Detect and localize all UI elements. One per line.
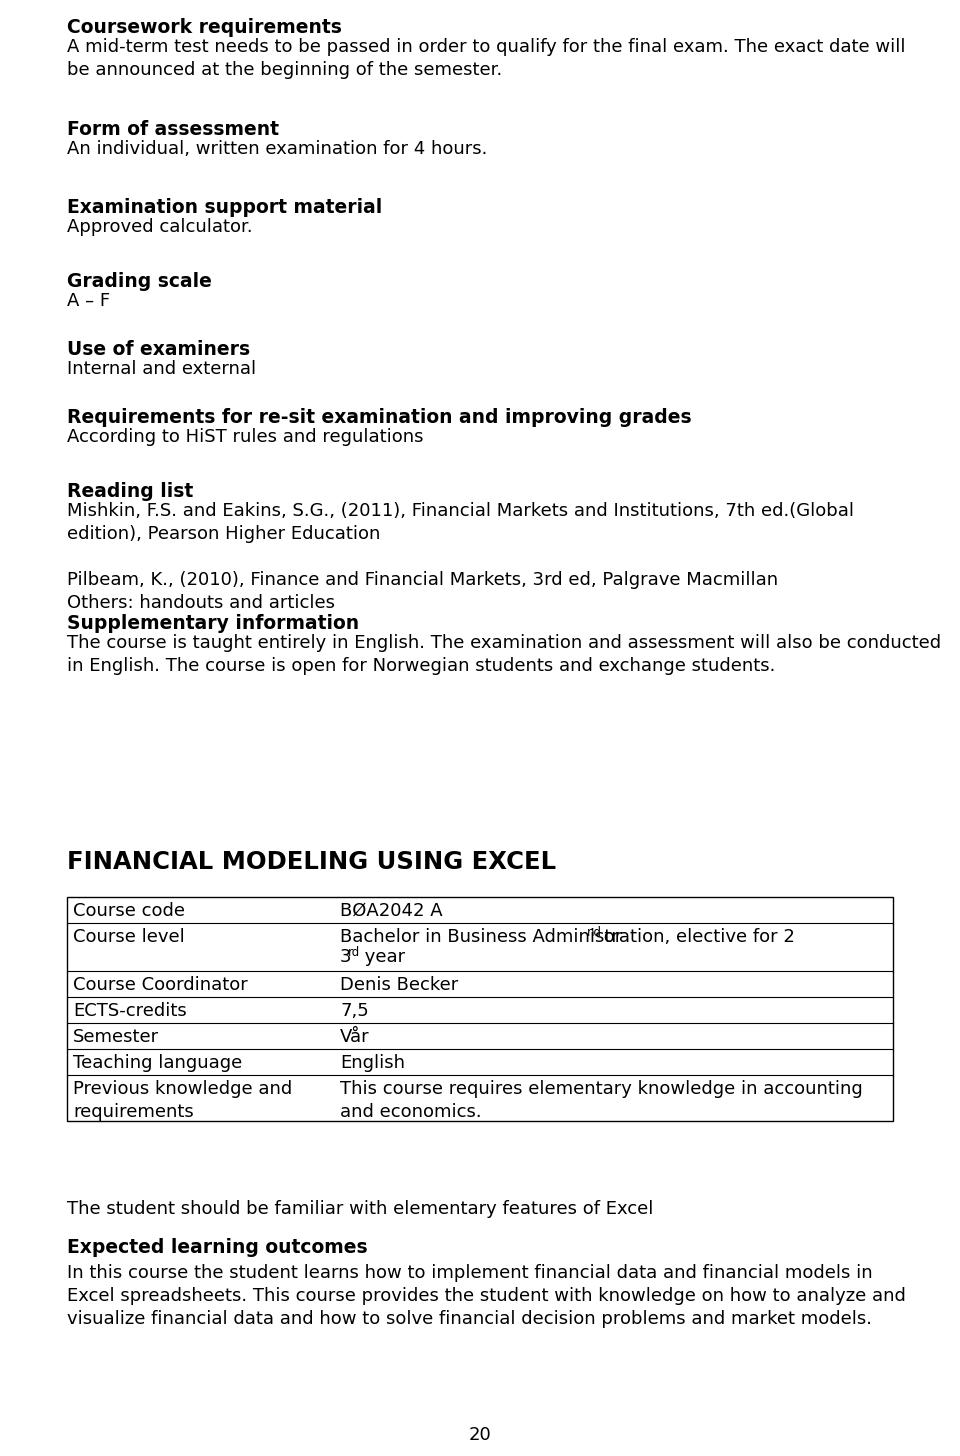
Text: Vår: Vår: [340, 1028, 370, 1045]
Text: Previous knowledge and
requirements: Previous knowledge and requirements: [73, 1080, 292, 1121]
Text: Grading scale: Grading scale: [67, 272, 212, 291]
Text: or: or: [598, 927, 622, 946]
Text: nd: nd: [587, 926, 602, 939]
Text: Form of assessment: Form of assessment: [67, 119, 279, 138]
Text: The course is taught entirely in English. The examination and assessment will al: The course is taught entirely in English…: [67, 635, 941, 676]
Text: Supplementary information: Supplementary information: [67, 614, 359, 633]
Text: Expected learning outcomes: Expected learning outcomes: [67, 1238, 368, 1257]
Text: This course requires elementary knowledge in accounting
and economics.: This course requires elementary knowledg…: [340, 1080, 863, 1121]
Text: 7,5: 7,5: [340, 1002, 369, 1021]
Text: Coursework requirements: Coursework requirements: [67, 17, 342, 36]
Text: Requirements for re-sit examination and improving grades: Requirements for re-sit examination and …: [67, 408, 691, 427]
Text: Use of examiners: Use of examiners: [67, 341, 251, 360]
Text: In this course the student learns how to implement financial data and financial : In this course the student learns how to…: [67, 1264, 906, 1328]
Text: Bachelor in Business Administration, elective for 2: Bachelor in Business Administration, ele…: [340, 927, 795, 946]
Text: 3: 3: [340, 948, 351, 965]
Text: Examination support material: Examination support material: [67, 198, 382, 217]
Text: year: year: [359, 948, 405, 965]
Text: Course Coordinator: Course Coordinator: [73, 976, 248, 994]
Text: Denis Becker: Denis Becker: [340, 976, 458, 994]
Text: FINANCIAL MODELING USING EXCEL: FINANCIAL MODELING USING EXCEL: [67, 850, 556, 874]
Text: Semester: Semester: [73, 1028, 159, 1045]
Text: An individual, written examination for 4 hours.: An individual, written examination for 4…: [67, 140, 488, 159]
Text: BØA2042 A: BØA2042 A: [340, 903, 443, 920]
Text: rd: rd: [348, 945, 360, 958]
Text: According to HiST rules and regulations: According to HiST rules and regulations: [67, 428, 423, 446]
Text: 20: 20: [468, 1425, 492, 1444]
Text: Approved calculator.: Approved calculator.: [67, 218, 252, 236]
Text: English: English: [340, 1054, 405, 1072]
Bar: [67, 897, 893, 1121]
Text: ECTS-credits: ECTS-credits: [73, 1002, 187, 1021]
Text: Internal and external: Internal and external: [67, 360, 256, 379]
Text: A mid-term test needs to be passed in order to qualify for the final exam. The e: A mid-term test needs to be passed in or…: [67, 38, 905, 79]
Text: Reading list: Reading list: [67, 482, 193, 501]
Text: Mishkin, F.S. and Eakins, S.G., (2011), Financial Markets and Institutions, 7th : Mishkin, F.S. and Eakins, S.G., (2011), …: [67, 502, 854, 612]
Text: A – F: A – F: [67, 293, 110, 310]
Text: The student should be familiar with elementary features of Excel: The student should be familiar with elem…: [67, 1200, 654, 1219]
Text: Teaching language: Teaching language: [73, 1054, 242, 1072]
Text: Course code: Course code: [73, 903, 185, 920]
Text: Course level: Course level: [73, 927, 184, 946]
